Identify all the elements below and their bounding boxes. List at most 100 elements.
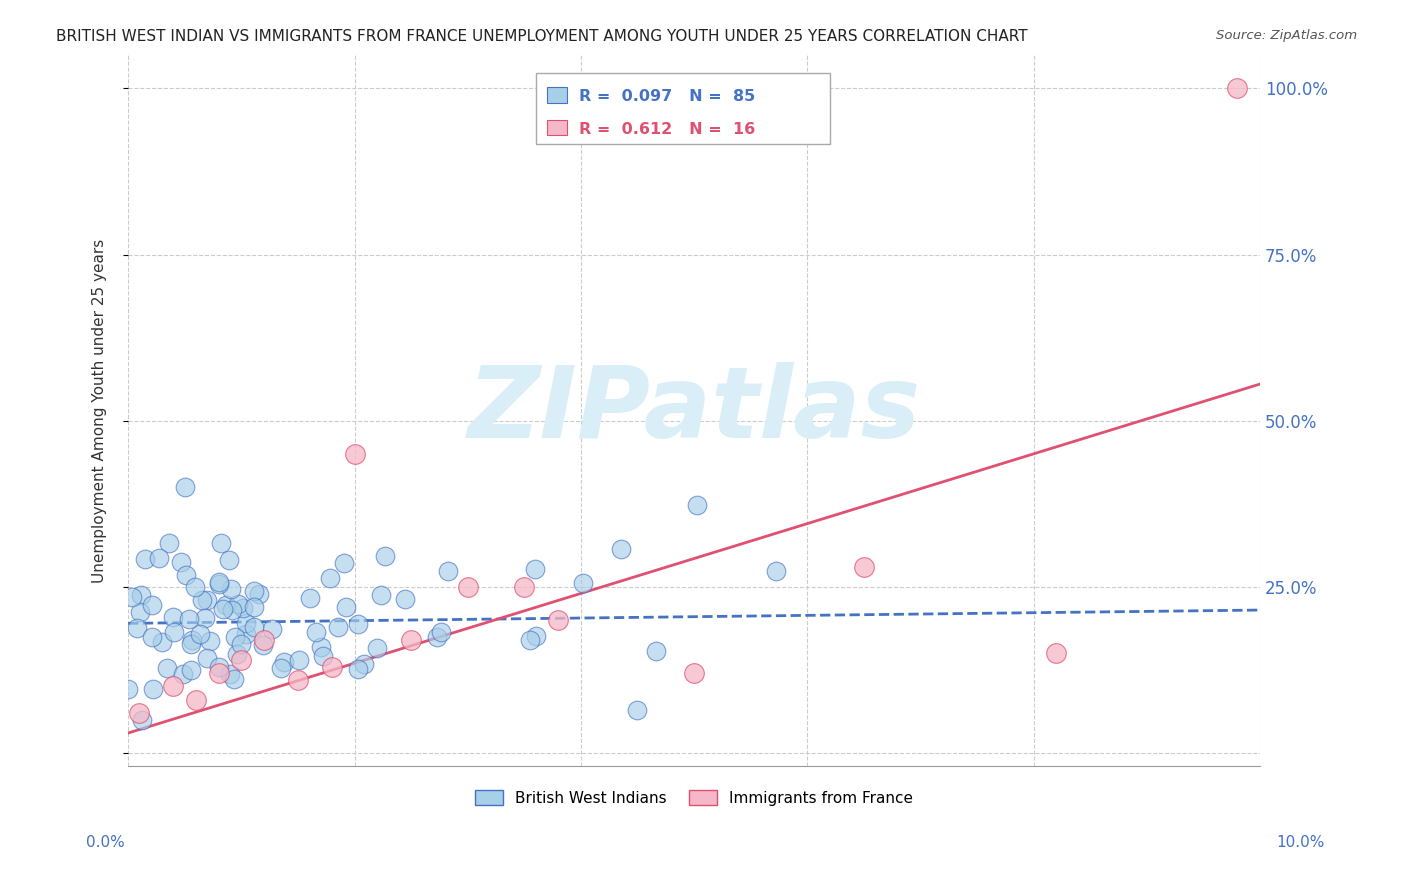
Y-axis label: Unemployment Among Youth under 25 years: Unemployment Among Youth under 25 years [93,238,107,582]
Point [346,617,368,632]
Point [141,598,163,612]
Point [188,627,211,641]
Text: R =  0.612   N =  16: R = 0.612 N = 16 [579,121,755,136]
Point [270,661,292,675]
Point [366,641,388,656]
Point [184,692,207,706]
Point [207,577,229,591]
Point [426,630,449,644]
Point [127,621,149,635]
Point [309,640,332,655]
Point [157,536,180,550]
Point [218,553,240,567]
Text: ZIPatlas: ZIPatlas [467,362,921,459]
Point [243,620,266,634]
Point [252,638,274,652]
Point [235,626,257,640]
Point [141,630,163,644]
Point [129,588,152,602]
Point [208,660,231,674]
Point [571,576,593,591]
Point [343,447,366,461]
Point [273,656,295,670]
Point [174,568,197,582]
Point [298,591,321,606]
Point [228,597,250,611]
Point [232,600,254,615]
Point [231,653,253,667]
FancyBboxPatch shape [547,87,567,103]
Point [180,663,202,677]
Point [225,647,247,661]
Point [524,628,547,642]
Point [209,536,232,550]
Point [513,580,536,594]
Point [172,666,194,681]
Point [117,681,139,696]
Point [195,593,218,607]
Point [219,667,242,681]
Point [262,622,284,636]
Point [162,610,184,624]
Legend: British West Indians, Immigrants from France: British West Indians, Immigrants from Fr… [470,784,920,812]
Point [219,582,242,596]
Point [148,551,170,566]
Point [370,588,392,602]
FancyBboxPatch shape [536,73,830,144]
Point [852,559,875,574]
Point [524,562,547,576]
Point [181,633,204,648]
Point [134,551,156,566]
Point [191,593,214,607]
Text: Source: ZipAtlas.com: Source: ZipAtlas.com [1216,29,1357,42]
Point [208,666,231,681]
Text: R =  0.097   N =  85: R = 0.097 N = 85 [579,89,755,103]
Point [195,651,218,665]
FancyBboxPatch shape [547,120,567,136]
Point [437,564,460,578]
Point [163,625,186,640]
Text: 0.0%: 0.0% [86,836,125,850]
Text: BRITISH WEST INDIAN VS IMMIGRANTS FROM FRANCE UNEMPLOYMENT AMONG YOUTH UNDER 25 : BRITISH WEST INDIAN VS IMMIGRANTS FROM F… [56,29,1028,44]
Point [170,555,193,569]
Point [319,571,342,585]
Point [312,648,335,663]
Point [180,637,202,651]
Point [128,706,150,720]
Point [287,673,309,687]
Point [430,625,453,640]
Point [686,498,709,512]
Point [683,666,706,681]
Point [173,480,195,494]
Point [335,600,357,615]
Point [235,616,257,631]
Point [305,624,328,639]
Point [208,575,231,590]
Point [128,605,150,619]
Point [243,583,266,598]
Point [150,635,173,649]
Point [374,549,396,563]
Point [399,632,422,647]
Point [177,612,200,626]
Point [229,637,252,651]
Point [224,630,246,644]
Point [609,542,631,557]
Point [221,603,243,617]
Point [1045,646,1067,660]
Point [215,598,238,612]
Text: 10.0%: 10.0% [1277,836,1324,850]
Point [626,702,648,716]
Point [156,661,179,675]
Point [321,659,343,673]
Point [131,713,153,727]
Point [333,557,356,571]
Point [288,653,311,667]
Point [184,580,207,594]
Point [253,632,276,647]
Point [249,587,271,601]
Point [211,602,233,616]
Point [243,599,266,614]
Point [547,613,569,627]
Point [457,580,479,594]
